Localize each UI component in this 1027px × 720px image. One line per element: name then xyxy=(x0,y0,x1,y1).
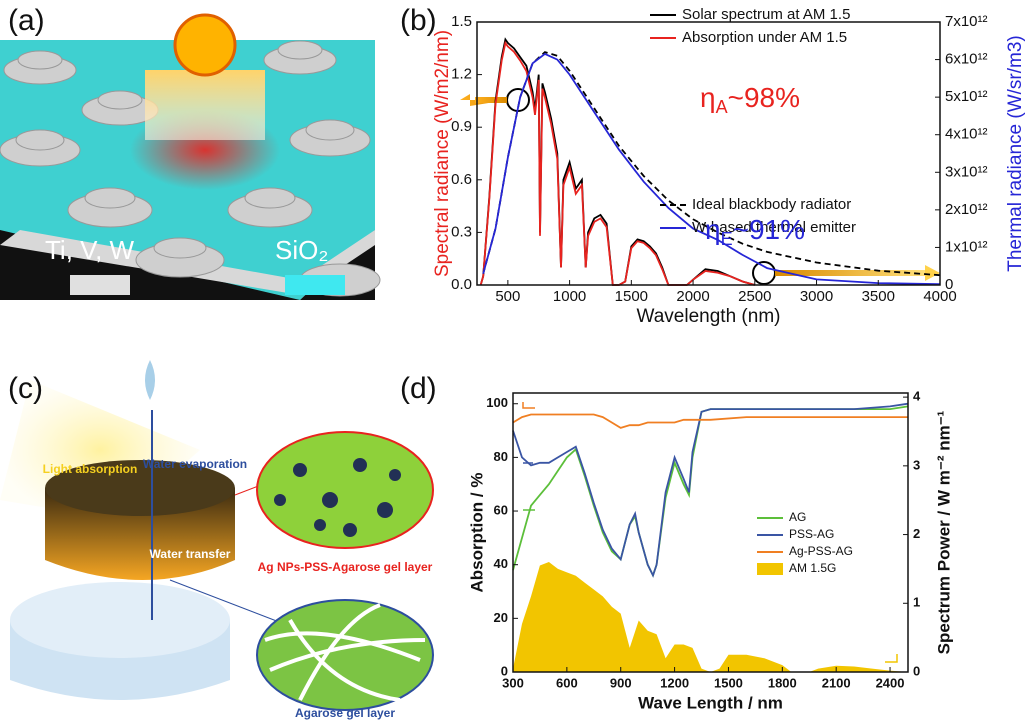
y2-tick-label: 6x10¹² xyxy=(945,51,988,68)
panel-a: (a) Ti, V, W SiO₂ xyxy=(0,0,380,300)
x-tick-label: 900 xyxy=(610,675,632,690)
y-tick-label: 0.0 xyxy=(451,276,472,293)
y-tick-label: 20 xyxy=(494,610,508,625)
legend-swatch xyxy=(757,563,783,575)
y2-tick-label: 4 xyxy=(913,389,921,404)
x-tick-label: 2500 xyxy=(738,288,771,305)
y-tick-label: 0.9 xyxy=(451,118,472,135)
x-tick-label: 2100 xyxy=(822,675,851,690)
y2-tick-label: 4x10¹² xyxy=(945,126,988,143)
legend-label: Absorption under AM 1.5 xyxy=(682,29,847,46)
callout-arrow xyxy=(475,97,507,103)
panel-label: (c) xyxy=(8,372,43,405)
top-layer-label: Ag NPs-PSS-Agarose gel layer xyxy=(258,560,433,574)
oxide-swatch xyxy=(285,275,345,295)
sun xyxy=(175,15,235,75)
transfer-label: Water transfer xyxy=(150,547,231,561)
y-tick-label: 1.5 xyxy=(451,13,472,30)
x-tick-label: 2000 xyxy=(676,288,709,305)
y2-tick-label: 0 xyxy=(913,663,920,678)
panel-label: (a) xyxy=(8,4,45,37)
x-tick-label: 3000 xyxy=(800,288,833,305)
y-tick-label: 40 xyxy=(494,556,508,571)
x-tick-label: 600 xyxy=(556,675,578,690)
absorption-label: Light absorption xyxy=(43,462,138,476)
y2-tick-label: 3x10¹² xyxy=(945,163,988,180)
evaporation-label: Water evaporation xyxy=(143,457,247,471)
x-tick-label: 1500 xyxy=(615,288,648,305)
x-tick-label: 3500 xyxy=(862,288,895,305)
annotation-value: ~91% xyxy=(733,214,805,245)
figure: (a) Ti, V, W SiO₂ (b) (c) Water evaporat… xyxy=(0,0,1027,720)
legend-label: Ideal blackbody radiator xyxy=(692,196,851,213)
area xyxy=(513,562,908,672)
line xyxy=(513,415,908,428)
y2-tick-label: 1 xyxy=(913,595,920,610)
x-tick-label: 1500 xyxy=(714,675,743,690)
line xyxy=(481,43,755,285)
oxide-label: SiO₂ xyxy=(275,235,328,265)
annotation: ηA~98% xyxy=(700,82,800,116)
callout-arrow xyxy=(925,265,940,281)
b-callouts xyxy=(460,89,940,284)
plot-frame xyxy=(477,22,940,285)
metal-swatch xyxy=(70,275,130,295)
vapor xyxy=(145,360,155,400)
y2-tick-label: 7x10¹² xyxy=(945,13,988,30)
legend-label: AG xyxy=(789,510,806,524)
panel-label: (d) xyxy=(400,372,437,405)
x-tick-label: 500 xyxy=(495,288,520,305)
legend-label: Solar spectrum at AM 1.5 xyxy=(682,6,850,23)
y-tick-label: 80 xyxy=(494,449,508,464)
y-tick-label: 0.6 xyxy=(451,171,472,188)
y2-tick-label: 0 xyxy=(945,276,953,293)
y-tick-label: 100 xyxy=(486,395,508,410)
x-tick-label: 2400 xyxy=(876,675,905,690)
y-tick-label: 0.3 xyxy=(451,223,472,240)
light-beam xyxy=(145,70,265,140)
bottom-layer-label: Agarose gel layer xyxy=(295,706,395,720)
y2-tick-label: 5x10¹² xyxy=(945,88,988,105)
y-tick-label: 60 xyxy=(494,502,508,517)
annotation-symbol: η xyxy=(700,82,716,113)
y-tick-label: 0 xyxy=(501,663,508,678)
annotation-subscript: A xyxy=(716,97,728,117)
x-axis-label: Wave Length / nm xyxy=(638,693,783,712)
y2-tick-label: 2x10¹² xyxy=(945,201,988,218)
line xyxy=(481,40,755,286)
y2-tick-label: 3 xyxy=(913,457,920,472)
y2-axis-label: Spectrum Power / W m⁻² nm⁻¹ xyxy=(934,410,953,654)
annotation-value: ~98% xyxy=(728,82,800,113)
metal-label: Ti, V, W xyxy=(45,235,135,265)
panel-c: (c) Water evaporation Light absorption W… xyxy=(0,360,433,720)
x-tick-label: 1200 xyxy=(660,675,689,690)
y2-tick-label: 2 xyxy=(913,526,920,541)
annotation: ηE~91% xyxy=(705,214,805,248)
callout-circle xyxy=(753,262,775,284)
legend-label: AM 1.5G xyxy=(789,561,836,575)
legend-label: PSS-AG xyxy=(789,527,834,541)
x-axis-label: Wavelength (nm) xyxy=(637,306,781,327)
annotation-symbol: η xyxy=(705,214,721,245)
x-tick-label: 1000 xyxy=(553,288,586,305)
legend-label: Ag-PSS-AG xyxy=(789,544,853,558)
y2-tick-label: 1x10¹² xyxy=(945,238,988,255)
y-tick-label: 1.2 xyxy=(451,66,472,83)
base-top xyxy=(10,582,230,658)
annotation-subscript: E xyxy=(721,229,733,249)
y2-axis-label: Thermal radiance (W/sr/m3) xyxy=(1005,35,1026,272)
y-axis-label: Spectral radiance (W/m2/nm) xyxy=(432,30,453,277)
x-tick-label: 1800 xyxy=(768,675,797,690)
y-axis-label: Absorption / % xyxy=(467,473,486,593)
